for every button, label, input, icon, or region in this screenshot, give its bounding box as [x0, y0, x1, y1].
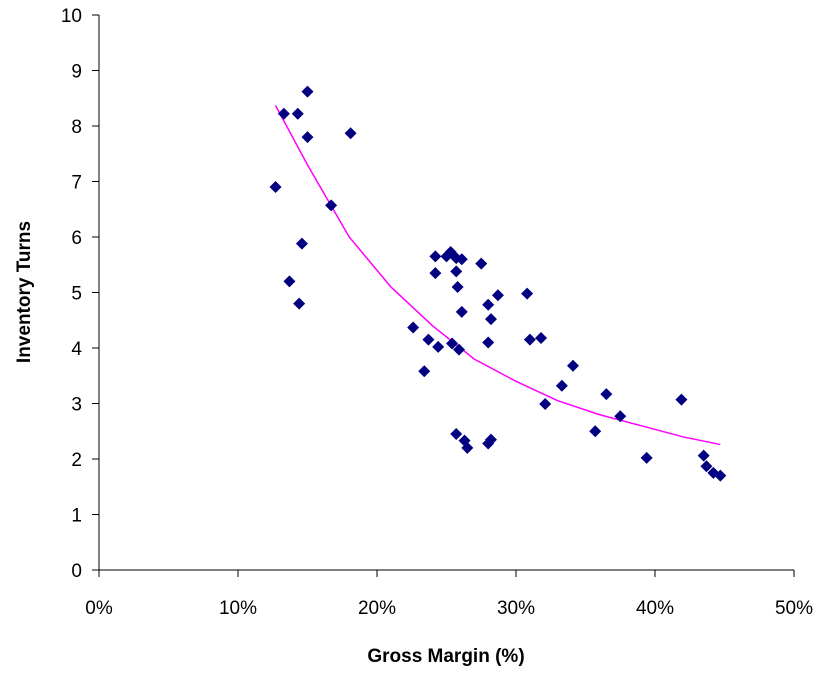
y-tick-label: 1 — [71, 506, 82, 527]
y-tick-label: 2 — [71, 450, 82, 471]
data-point — [407, 321, 420, 334]
data-point — [535, 332, 548, 345]
data-point — [325, 199, 338, 212]
data-point — [555, 379, 568, 392]
data-point — [283, 275, 296, 288]
data-point — [600, 388, 613, 401]
data-point — [450, 265, 463, 278]
y-tick-label: 3 — [71, 395, 82, 416]
data-point — [482, 437, 495, 450]
y-axis-title: Inventory Turns — [14, 221, 35, 363]
data-point — [344, 127, 357, 140]
data-point — [482, 298, 495, 311]
data-point — [451, 280, 464, 293]
data-point — [589, 425, 602, 438]
data-point — [429, 250, 442, 263]
data-point — [432, 340, 445, 353]
data-point — [269, 181, 282, 194]
data-points — [269, 85, 727, 482]
y-tick-label: 7 — [71, 173, 82, 194]
data-point — [422, 333, 435, 346]
data-point — [482, 336, 495, 349]
data-point — [450, 428, 463, 441]
x-axis-ticks: 0% 10% 20% 30% 40% 50% — [85, 570, 813, 619]
y-tick-label: 6 — [71, 228, 82, 249]
data-point — [566, 359, 579, 372]
data-point — [539, 398, 552, 411]
data-point — [301, 131, 314, 144]
data-point — [614, 410, 627, 423]
data-point — [521, 287, 534, 300]
data-point — [295, 237, 308, 250]
y-tick-label: 0 — [71, 561, 82, 582]
trendline-group — [274, 105, 721, 446]
data-point — [461, 441, 474, 454]
data-point — [714, 469, 727, 482]
data-point — [475, 257, 488, 270]
data-point — [446, 337, 459, 350]
x-tick-label: 30% — [497, 598, 535, 619]
data-point — [291, 107, 304, 120]
data-point — [455, 253, 468, 266]
trendline — [274, 105, 721, 446]
y-tick-label: 8 — [71, 117, 82, 138]
y-tick-label: 4 — [71, 339, 82, 360]
data-point — [293, 297, 306, 310]
data-point — [484, 313, 497, 326]
data-point — [491, 289, 504, 302]
data-point — [675, 393, 688, 406]
x-axis-title: Gross Margin (%) — [367, 646, 524, 667]
x-tick-label: 50% — [775, 598, 813, 619]
data-point — [418, 365, 431, 378]
data-point — [523, 333, 536, 346]
y-tick-label: 10 — [61, 6, 82, 27]
data-point — [429, 267, 442, 280]
y-axis-ticks: 0 1 2 3 4 5 6 7 8 9 10 — [61, 6, 99, 582]
x-tick-label: 0% — [85, 598, 113, 619]
data-point — [700, 460, 713, 473]
data-point — [697, 449, 710, 462]
x-tick-label: 40% — [636, 598, 674, 619]
data-point — [301, 85, 314, 98]
y-tick-label: 5 — [71, 284, 82, 305]
data-point — [453, 343, 466, 356]
data-point — [640, 451, 653, 464]
y-tick-label: 9 — [71, 62, 82, 83]
data-point — [455, 305, 468, 318]
data-point — [277, 107, 290, 120]
x-tick-label: 10% — [219, 598, 257, 619]
x-tick-label: 20% — [358, 598, 396, 619]
